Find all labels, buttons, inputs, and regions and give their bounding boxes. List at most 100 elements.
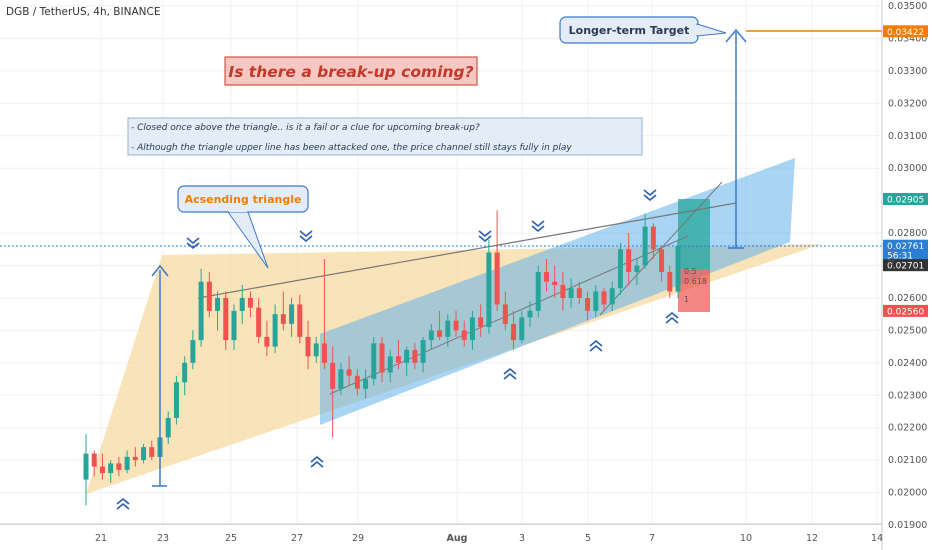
resistance-chevron-icon bbox=[299, 230, 313, 238]
candle-body bbox=[502, 304, 508, 324]
candle-body bbox=[305, 336, 311, 357]
x-tick-label[interactable]: 25 bbox=[225, 533, 237, 544]
candle-body bbox=[321, 343, 327, 363]
price-tag bbox=[883, 248, 928, 261]
headline-box bbox=[224, 56, 478, 86]
fib-label-0-5: 0.5 bbox=[684, 267, 697, 276]
target-callout-text: Longer-term Target bbox=[569, 24, 690, 37]
candle-body bbox=[387, 356, 393, 373]
candle-body bbox=[173, 382, 179, 418]
candle-body bbox=[363, 379, 369, 389]
x-tick-label[interactable]: 5 bbox=[585, 533, 591, 544]
y-tick-label[interactable]: 0.01900 bbox=[888, 520, 927, 531]
y-tick-label[interactable]: 0.03200 bbox=[888, 98, 927, 109]
fib-label-0-618: 0.618 bbox=[684, 277, 707, 286]
x-tick-label[interactable]: 7 bbox=[649, 533, 655, 544]
candle-body bbox=[338, 369, 344, 389]
x-tick-label[interactable]: 23 bbox=[157, 533, 169, 544]
support-chevron-icon bbox=[310, 460, 324, 468]
y-tick-label[interactable]: 0.03400 bbox=[888, 33, 927, 44]
price-tag bbox=[883, 304, 928, 317]
x-tick-label[interactable]: 12 bbox=[806, 533, 818, 544]
candle-body bbox=[289, 304, 295, 324]
note-box bbox=[127, 117, 643, 156]
candle-body bbox=[494, 252, 500, 305]
triangle-callout-text: Acsending triangle bbox=[185, 193, 302, 206]
support-chevron-icon bbox=[116, 497, 130, 505]
y-tick-label[interactable]: 0.03300 bbox=[888, 66, 927, 77]
y-tick-label[interactable]: 0.02400 bbox=[888, 358, 927, 369]
candle-body bbox=[280, 314, 286, 324]
x-tick-label[interactable]: 29 bbox=[352, 533, 364, 544]
price-channel-area bbox=[320, 158, 795, 425]
support-chevron-icon bbox=[116, 502, 130, 510]
resistance-chevron-icon bbox=[478, 230, 492, 238]
candle-body bbox=[469, 317, 475, 341]
price-tag-label: 0.02560 bbox=[887, 307, 924, 317]
candle-body bbox=[264, 336, 270, 347]
support-chevron-icon bbox=[310, 455, 324, 463]
y-tick-label[interactable]: 0.03000 bbox=[888, 163, 927, 174]
resistance-chevron-icon bbox=[643, 194, 657, 202]
x-tick-label[interactable]: Aug bbox=[447, 533, 468, 544]
y-tick-label[interactable]: 0.03100 bbox=[888, 131, 927, 142]
x-tick-label[interactable]: 14 bbox=[871, 533, 883, 544]
candle-body bbox=[552, 281, 558, 285]
support-chevron-icon bbox=[665, 316, 679, 324]
candle-body bbox=[461, 330, 467, 341]
x-tick-label[interactable]: 21 bbox=[95, 533, 107, 544]
y-tick-label[interactable]: 0.02500 bbox=[888, 325, 927, 336]
candle-body bbox=[116, 463, 122, 470]
x-axis-ticks[interactable]: 21 23 25 27 29 Aug 3 5 7 10 12 14 bbox=[95, 533, 883, 544]
candle-body bbox=[124, 456, 130, 470]
y-tick-label[interactable]: 0.02800 bbox=[888, 228, 927, 239]
candle-body bbox=[272, 314, 278, 347]
headline-text: Is there a break-up coming? bbox=[228, 63, 473, 81]
resistance-chevron-icon bbox=[531, 225, 545, 233]
candle-body bbox=[543, 271, 549, 282]
y-tick-label[interactable]: 0.02200 bbox=[888, 423, 927, 434]
x-tick-label[interactable]: 10 bbox=[740, 533, 752, 544]
candle-body bbox=[601, 291, 607, 305]
price-tag bbox=[883, 259, 928, 272]
candle-body bbox=[585, 297, 591, 311]
partial-tick-label: 0 bbox=[888, 257, 894, 268]
candle-body bbox=[642, 226, 648, 266]
candle-body bbox=[141, 447, 147, 461]
y-tick-label[interactable]: 0.02100 bbox=[888, 455, 927, 466]
x-tick-label[interactable]: 3 bbox=[519, 533, 525, 544]
candle-body bbox=[330, 362, 336, 389]
price-tag-label: 0.02905 bbox=[887, 196, 924, 206]
x-tick-label[interactable]: 27 bbox=[291, 533, 303, 544]
candles bbox=[83, 210, 681, 506]
candle-body bbox=[99, 466, 105, 474]
candle-body bbox=[535, 271, 541, 311]
resistance-chevron-icon bbox=[186, 237, 200, 245]
candle-body bbox=[379, 343, 385, 373]
y-tick-label[interactable]: 0.03500 bbox=[888, 1, 927, 12]
candle-body bbox=[560, 284, 566, 298]
candle-body bbox=[412, 349, 418, 363]
y-tick-label[interactable]: 0.02300 bbox=[888, 390, 927, 401]
candle-body bbox=[511, 323, 517, 341]
resistance-chevron-icon bbox=[299, 235, 313, 243]
price-tag bbox=[883, 239, 928, 252]
loss-zone bbox=[678, 269, 710, 312]
candle-body bbox=[91, 453, 97, 467]
candle-body bbox=[420, 340, 426, 363]
candle-body bbox=[593, 291, 599, 311]
target-callout: Longer-term Target bbox=[559, 16, 727, 44]
price-tag-label: 0.02761 bbox=[887, 242, 924, 252]
candle-body bbox=[453, 320, 459, 331]
candle-body bbox=[182, 362, 188, 383]
candle-body bbox=[354, 375, 360, 389]
y-tick-label[interactable]: 0.02600 bbox=[888, 293, 927, 304]
support-chevron-icon bbox=[503, 367, 517, 375]
candle-body bbox=[256, 307, 262, 337]
price-tag-label: 56:31 bbox=[887, 251, 913, 261]
candle-body bbox=[190, 340, 196, 363]
triangle-callout: Acsending triangle bbox=[177, 185, 309, 269]
y-tick-label[interactable]: 0.02000 bbox=[888, 488, 927, 499]
candle-body bbox=[108, 463, 114, 474]
